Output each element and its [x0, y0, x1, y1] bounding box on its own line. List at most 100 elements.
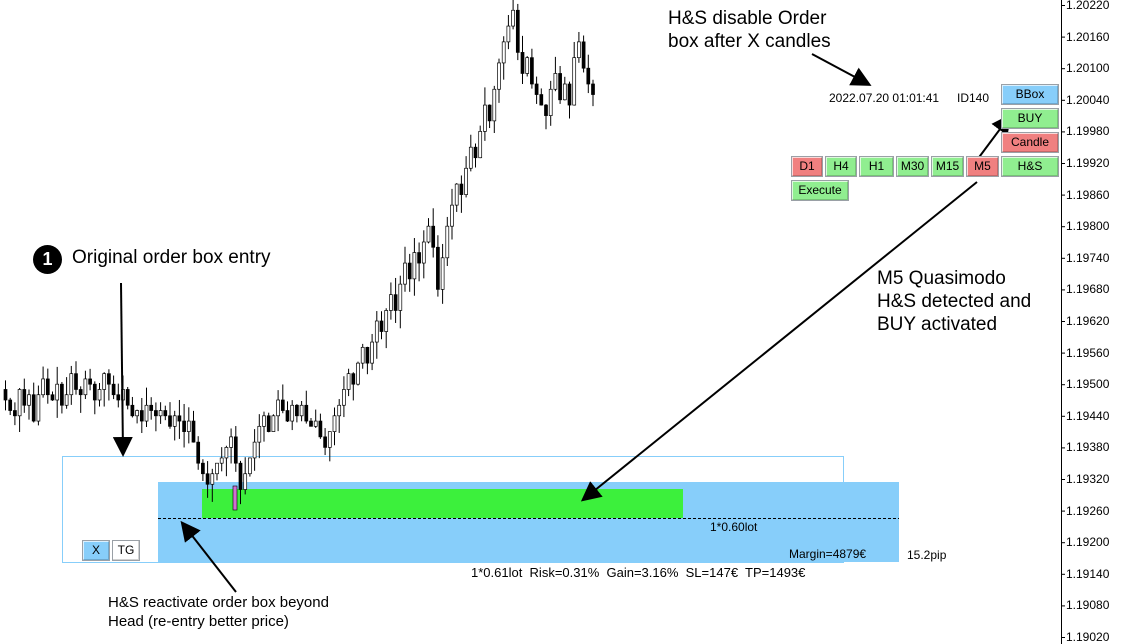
candle-body: [69, 373, 74, 396]
candle-body: [360, 346, 365, 364]
price-axis-label: 1.20040: [1066, 92, 1110, 107]
close-order-box-button[interactable]: X: [82, 540, 110, 561]
price-axis-label: 1.19140: [1066, 566, 1110, 581]
annotation-m5-quasimodo: M5 Quasimodo H&S detected and BUY activa…: [877, 268, 1032, 335]
margin-label: Margin=4879€: [789, 547, 867, 561]
candle-body: [440, 257, 445, 290]
price-axis-label: 1.19620: [1066, 314, 1110, 328]
candle-body: [591, 83, 595, 95]
candle-body: [271, 415, 276, 432]
candle-body: [548, 88, 553, 116]
bbox-button[interactable]: BBox: [1001, 84, 1059, 105]
candle-body: [431, 225, 436, 248]
price-axis-label: 1.19500: [1066, 377, 1110, 392]
pip-label: 15.2pip: [907, 548, 947, 562]
tf-button-d1[interactable]: D1: [791, 156, 823, 177]
candle-body: [83, 378, 88, 396]
candle-body: [398, 283, 403, 311]
candle-body: [88, 378, 92, 385]
candle-body: [483, 104, 487, 132]
candle-body: [567, 83, 572, 106]
price-axis-label: 1.19380: [1066, 440, 1110, 455]
candle-body: [515, 9, 520, 53]
arrow-m5-to-zone: [580, 181, 978, 502]
buy-zone: [202, 489, 683, 518]
candle-body: [370, 341, 374, 364]
candle-body: [534, 83, 539, 95]
candle-body: [525, 57, 530, 74]
candle-body: [229, 436, 233, 448]
candle-body: [506, 25, 511, 43]
candle-body: [327, 431, 332, 448]
candle-body: [111, 383, 116, 396]
candle-body: [544, 104, 548, 116]
order-summary: 1*0.61lot Risk=0.31% Gain=3.16% SL=147€ …: [471, 565, 806, 580]
price-axis-label: 1.19680: [1066, 282, 1110, 297]
candle-body: [577, 41, 581, 59]
candle-body: [215, 462, 219, 475]
candle-body: [553, 73, 558, 90]
candle-body: [78, 389, 83, 396]
candle-body: [290, 404, 295, 422]
candle-body: [186, 420, 191, 432]
candle-body: [36, 394, 41, 422]
candle-body: [365, 346, 370, 364]
candle-body: [403, 262, 407, 285]
candle-body: [41, 378, 45, 396]
head-candle-highlight: [232, 485, 238, 511]
tf-button-m15[interactable]: M15: [931, 156, 964, 177]
tf-button-m5[interactable]: M5: [966, 156, 999, 177]
candle-body: [412, 252, 417, 280]
tf-button-h1[interactable]: H1: [859, 156, 894, 177]
candle-body: [74, 373, 78, 390]
candle-body: [450, 204, 454, 227]
candle-body: [172, 415, 177, 427]
tf-button-m30[interactable]: M30: [896, 156, 929, 177]
candle-body: [445, 225, 450, 259]
candle-body: [13, 410, 17, 417]
candle-body: [332, 415, 337, 432]
candle-body: [393, 294, 398, 311]
candle-body: [436, 246, 440, 290]
tg-button[interactable]: TG: [112, 540, 140, 561]
candle-body: [55, 383, 60, 401]
annotation-original-entry: Original order box entry: [72, 247, 271, 268]
price-axis-label: 1.19920: [1066, 156, 1110, 170]
candle-body: [97, 389, 102, 401]
candle-body: [50, 394, 55, 401]
execute-button[interactable]: Execute: [791, 180, 849, 201]
candle-body: [219, 457, 224, 464]
price-axis-label: 1.19560: [1066, 345, 1110, 360]
candle-body: [205, 473, 210, 485]
buy-button[interactable]: BUY: [1001, 108, 1059, 129]
candle-button[interactable]: Candle: [1001, 132, 1059, 153]
candle-body: [201, 462, 205, 475]
candle-body: [144, 404, 149, 422]
tf-button-h4[interactable]: H4: [825, 156, 857, 177]
candle-body: [346, 373, 351, 390]
candle-body: [154, 410, 158, 417]
candle-body: [252, 441, 257, 459]
candle-body: [558, 73, 562, 101]
candle-body: [497, 62, 501, 90]
candle-body: [295, 404, 299, 417]
candle-body: [257, 425, 262, 443]
price-axis-label: 1.20220: [1066, 0, 1110, 12]
price-axis-label: 1.19020: [1066, 630, 1110, 644]
candle-body: [8, 399, 13, 411]
candle-body: [177, 415, 182, 422]
candle-body: [318, 420, 323, 438]
candle-body: [139, 410, 144, 422]
candle-body: [17, 389, 22, 417]
price-axis-ticks: [1061, 5, 1065, 638]
candle-body: [60, 383, 64, 406]
candle-body: [224, 447, 229, 459]
candle-body: [285, 410, 290, 422]
candle-body: [323, 436, 327, 448]
candle-body: [426, 225, 431, 243]
candle-body: [562, 83, 567, 101]
candle-body: [102, 373, 107, 390]
hs-button[interactable]: H&S: [1001, 156, 1059, 177]
candle-body: [168, 415, 172, 427]
